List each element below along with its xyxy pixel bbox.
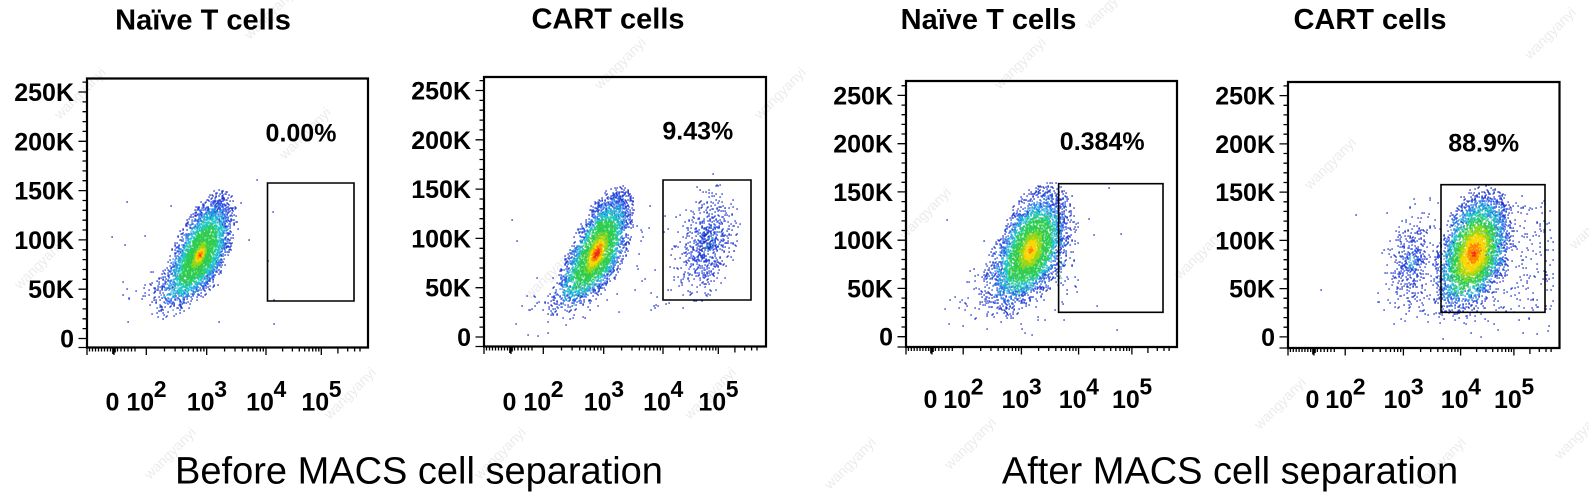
svg-text:5: 5 (1139, 374, 1152, 400)
svg-text:10: 10 (187, 389, 215, 417)
svg-text:200K: 200K (833, 131, 893, 159)
svg-text:100K: 100K (14, 227, 74, 255)
svg-text:2: 2 (154, 376, 167, 402)
svg-text:200K: 200K (1215, 131, 1275, 159)
svg-text:0: 0 (924, 386, 938, 414)
svg-text:0: 0 (60, 326, 74, 354)
svg-text:10: 10 (1112, 386, 1140, 414)
svg-text:200K: 200K (411, 127, 471, 155)
svg-text:10: 10 (1059, 386, 1087, 414)
svg-text:100K: 100K (1215, 227, 1275, 255)
svg-text:3: 3 (1411, 374, 1424, 400)
svg-text:CART cells: CART cells (1293, 4, 1446, 36)
svg-text:0: 0 (1306, 386, 1320, 414)
svg-text:5: 5 (1521, 374, 1534, 400)
svg-text:10: 10 (643, 389, 671, 417)
svg-text:4: 4 (671, 376, 684, 402)
svg-text:150K: 150K (411, 176, 471, 204)
svg-text:4: 4 (274, 376, 287, 402)
svg-text:50K: 50K (425, 275, 471, 303)
svg-text:10: 10 (943, 386, 971, 414)
svg-text:5: 5 (726, 376, 739, 402)
svg-text:10: 10 (301, 389, 329, 417)
svg-text:10: 10 (1383, 386, 1411, 414)
svg-text:10: 10 (1441, 386, 1469, 414)
svg-text:10: 10 (1325, 386, 1353, 414)
svg-text:50K: 50K (1229, 276, 1275, 304)
svg-text:200K: 200K (14, 128, 74, 156)
svg-text:CART cells: CART cells (531, 4, 684, 36)
svg-text:250K: 250K (411, 78, 471, 106)
svg-text:Before MACS cell separation: Before MACS cell separation (175, 451, 663, 493)
svg-text:2: 2 (971, 374, 984, 400)
svg-text:3: 3 (611, 376, 624, 402)
svg-text:4: 4 (1086, 374, 1099, 400)
svg-text:250K: 250K (833, 82, 893, 110)
svg-text:50K: 50K (28, 276, 74, 304)
svg-text:0.00%: 0.00% (266, 120, 337, 148)
svg-text:0: 0 (457, 324, 471, 352)
svg-text:10: 10 (523, 389, 551, 417)
svg-text:After MACS cell separation: After MACS cell separation (1002, 451, 1458, 493)
svg-text:50K: 50K (847, 275, 893, 303)
svg-text:3: 3 (214, 376, 227, 402)
svg-text:2: 2 (1353, 374, 1366, 400)
svg-text:10: 10 (1494, 386, 1522, 414)
svg-text:0: 0 (105, 389, 119, 417)
svg-text:Naïve T cells: Naïve T cells (901, 4, 1077, 36)
svg-text:250K: 250K (1215, 83, 1275, 111)
svg-text:2: 2 (551, 376, 564, 402)
svg-text:250K: 250K (14, 79, 74, 107)
svg-text:0: 0 (1261, 324, 1275, 352)
svg-text:150K: 150K (1215, 179, 1275, 207)
svg-text:9.43%: 9.43% (662, 117, 733, 145)
svg-text:3: 3 (1029, 374, 1042, 400)
svg-text:88.9%: 88.9% (1448, 129, 1519, 157)
svg-text:100K: 100K (833, 227, 893, 255)
svg-text:150K: 150K (833, 179, 893, 207)
svg-text:100K: 100K (411, 225, 471, 253)
svg-text:10: 10 (698, 389, 726, 417)
svg-text:0: 0 (502, 389, 516, 417)
svg-text:0.384%: 0.384% (1060, 128, 1145, 156)
svg-text:4: 4 (1468, 374, 1481, 400)
svg-text:Naïve T cells: Naïve T cells (115, 5, 291, 37)
svg-text:5: 5 (329, 376, 342, 402)
svg-text:10: 10 (584, 389, 612, 417)
svg-text:0: 0 (879, 324, 893, 352)
svg-text:150K: 150K (14, 178, 74, 206)
svg-text:10: 10 (246, 389, 274, 417)
svg-text:10: 10 (126, 389, 154, 417)
svg-text:10: 10 (1001, 386, 1029, 414)
